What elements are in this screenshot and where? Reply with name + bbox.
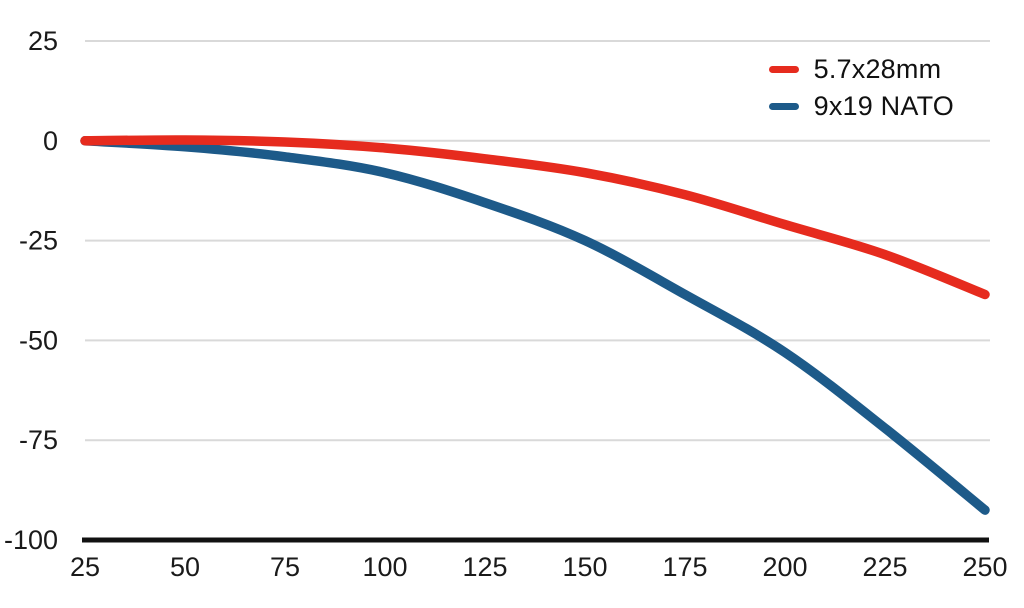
chart-legend: 5.7x28mm 9x19 NATO	[768, 54, 954, 122]
series-line-9x19-nato	[80, 136, 990, 515]
x-tick-label: 225	[862, 552, 907, 582]
x-tick-label: 100	[362, 552, 407, 582]
series-line-5-7x28mm	[80, 135, 990, 300]
x-tick-label: 200	[762, 552, 807, 582]
legend-label: 9x19 NATO	[813, 91, 954, 121]
x-tick-label: 125	[462, 552, 507, 582]
y-tick-label: -50	[19, 325, 58, 355]
x-tick-label: 175	[662, 552, 707, 582]
x-tick-label: 250	[962, 552, 1007, 582]
y-tick-label: 0	[43, 126, 58, 156]
legend-item-5.7x28mm: 5.7x28mm	[768, 54, 954, 85]
x-tick-label: 25	[70, 552, 100, 582]
x-tick-label: 150	[562, 552, 607, 582]
x-tick-label: 50	[170, 552, 200, 582]
y-tick-label: -75	[19, 425, 58, 455]
legend-item-9x19-nato: 9x19 NATO	[768, 91, 954, 122]
y-tick-label: -25	[19, 226, 58, 256]
y-tick-label: 25	[28, 26, 58, 56]
legend-label: 5.7x28mm	[813, 54, 942, 84]
y-tick-label: -100	[4, 525, 58, 555]
legend-swatch-blue	[768, 103, 799, 110]
x-tick-label: 75	[270, 552, 300, 582]
legend-swatch-red	[768, 66, 799, 73]
